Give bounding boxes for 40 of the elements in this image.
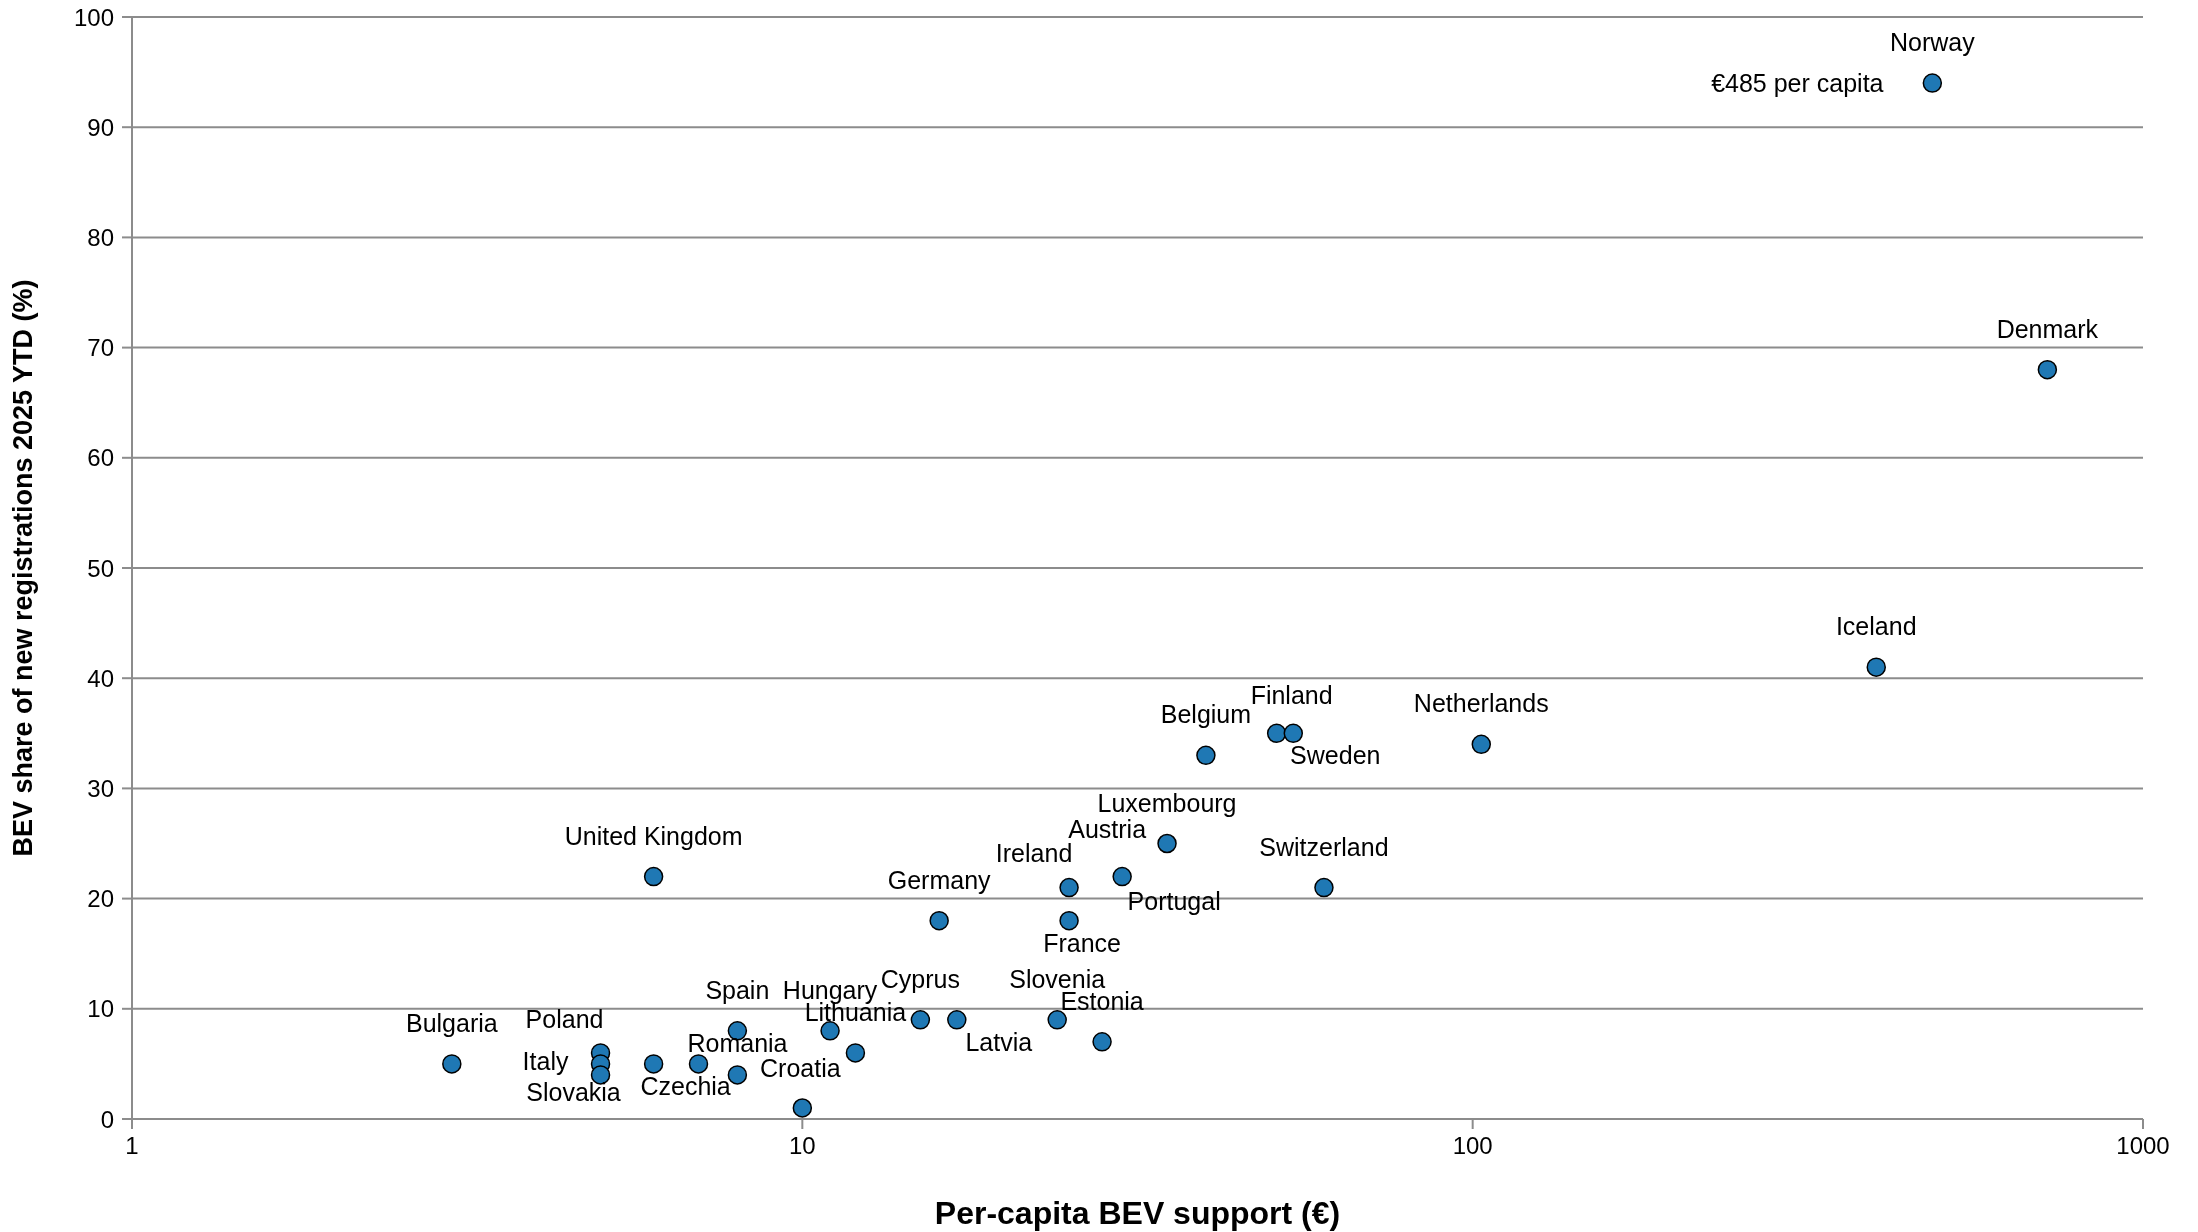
- annotation: Czechia: [640, 1071, 731, 1100]
- annotation: Italy: [522, 1046, 569, 1075]
- annotation: Belgium: [1160, 700, 1252, 729]
- annotation: Denmark: [1996, 314, 2099, 343]
- y-tick-label: 40: [87, 664, 114, 692]
- annotation: €485 per capita: [1711, 69, 1884, 98]
- annotation: Norway: [1889, 28, 1976, 57]
- annotation: Latvia: [965, 1027, 1033, 1056]
- y-tick-label: 20: [87, 885, 114, 913]
- x-tick-label: 10: [788, 1132, 816, 1160]
- y-tick-label: 30: [87, 774, 114, 802]
- y-tick-label: 100: [73, 3, 114, 31]
- y-tick-label: 70: [87, 334, 114, 362]
- y-tick-label: 90: [87, 113, 114, 141]
- annotation: Netherlands: [1413, 689, 1549, 718]
- annotation: Slovakia: [526, 1077, 621, 1106]
- annotation: Finland: [1250, 681, 1333, 710]
- x-tick-label: 1: [125, 1132, 139, 1160]
- annotation: Bulgaria: [405, 1008, 498, 1037]
- annotation: Sweden: [1290, 741, 1381, 770]
- annotation: Slovenia: [1009, 964, 1106, 993]
- annotation: Poland: [525, 1004, 604, 1033]
- annotation: United Kingdom: [564, 821, 743, 850]
- y-axis-title: BEV share of new registrations 2025 YTD (%): [7, 279, 38, 857]
- y-tick-label: 80: [87, 223, 114, 251]
- y-tick-label: 60: [87, 444, 114, 472]
- annotation: Switzerland: [1259, 832, 1389, 861]
- annotation: Portugal: [1127, 886, 1221, 915]
- y-tick-label: 10: [87, 995, 114, 1023]
- y-tick-label: 0: [100, 1105, 114, 1133]
- x-tick-label: 100: [1452, 1132, 1493, 1160]
- annotation: France: [1043, 928, 1121, 957]
- annotation: Spain: [705, 975, 770, 1004]
- y-tick-label: 50: [87, 554, 114, 582]
- annotation: Iceland: [1835, 612, 1917, 641]
- x-axis-title: Per-capita BEV support (€): [934, 1195, 1341, 1231]
- annotation: Luxembourg: [1097, 788, 1237, 817]
- annotation: Germany: [887, 865, 992, 894]
- x-tick-label: 1000: [2116, 1132, 2170, 1160]
- annotation: Cyprus: [880, 964, 960, 993]
